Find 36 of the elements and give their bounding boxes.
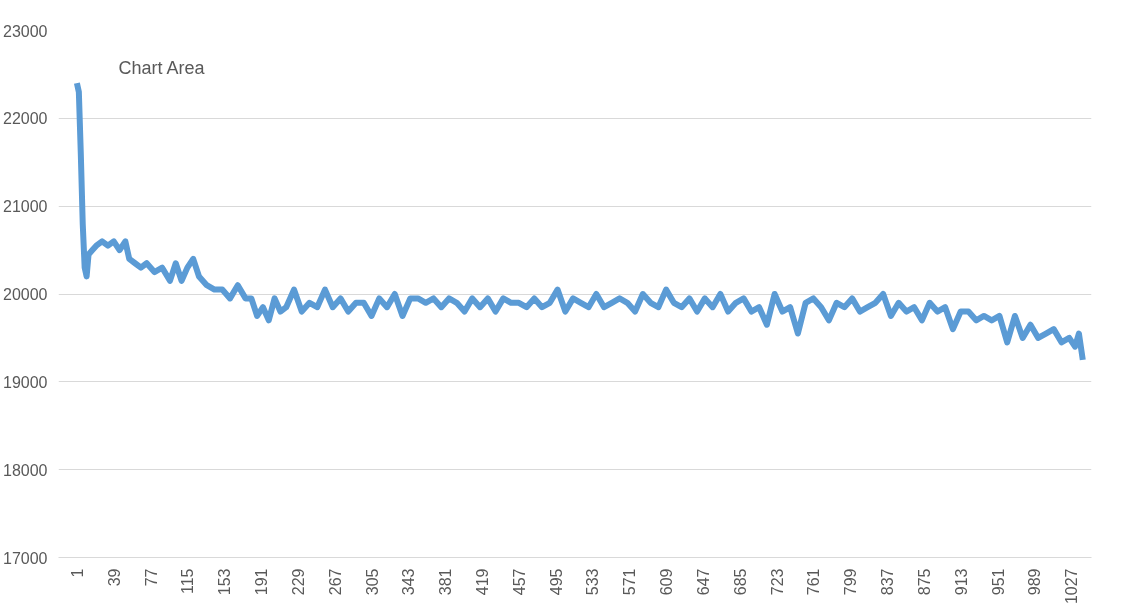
x-tick-label: 837 xyxy=(879,568,897,596)
x-tick-label: 685 xyxy=(731,568,749,596)
x-tick-label: 989 xyxy=(1026,568,1044,596)
x-tick-label: 343 xyxy=(400,568,418,596)
x-tick-label: 761 xyxy=(805,568,823,596)
x-tick-label: 875 xyxy=(915,568,933,596)
x-tick-label: 457 xyxy=(510,568,528,596)
y-tick-label: 22000 xyxy=(3,110,48,128)
y-tick-label: 17000 xyxy=(3,549,48,567)
x-tick-label: 799 xyxy=(842,568,860,596)
x-tick-label: 1 xyxy=(68,568,86,578)
x-tick-label: 647 xyxy=(694,568,712,596)
x-tick-label: 723 xyxy=(768,568,786,596)
x-tick-label: 153 xyxy=(216,568,234,596)
x-tick-label: 571 xyxy=(621,568,639,596)
x-tick-label: 951 xyxy=(989,568,1007,596)
y-tick-label: 18000 xyxy=(3,461,48,479)
annotation: Chart Area xyxy=(118,57,206,78)
x-tick-label: 191 xyxy=(253,568,271,596)
x-tick-label: 77 xyxy=(142,568,160,587)
x-tick-label: 115 xyxy=(179,568,197,595)
x-tick-label: 39 xyxy=(105,568,123,587)
y-tick-label: 20000 xyxy=(3,286,48,303)
x-tick-label: 267 xyxy=(326,568,344,596)
y-tick-label: 19000 xyxy=(3,373,48,391)
x-tick-label: 419 xyxy=(473,568,491,596)
x-tick-label: 913 xyxy=(952,568,970,596)
x-tick-label: 533 xyxy=(584,568,602,596)
x-tick-label: 305 xyxy=(363,568,381,596)
x-tick-label: 495 xyxy=(547,568,565,596)
x-tick-label: 229 xyxy=(289,568,307,596)
x-tick-label: 381 xyxy=(437,568,455,596)
y-tick-label: 21000 xyxy=(3,198,48,216)
x-tick-label: 1027 xyxy=(1063,568,1081,605)
y-tick-label: 23000 xyxy=(3,22,48,40)
x-tick-label: 609 xyxy=(658,568,676,596)
